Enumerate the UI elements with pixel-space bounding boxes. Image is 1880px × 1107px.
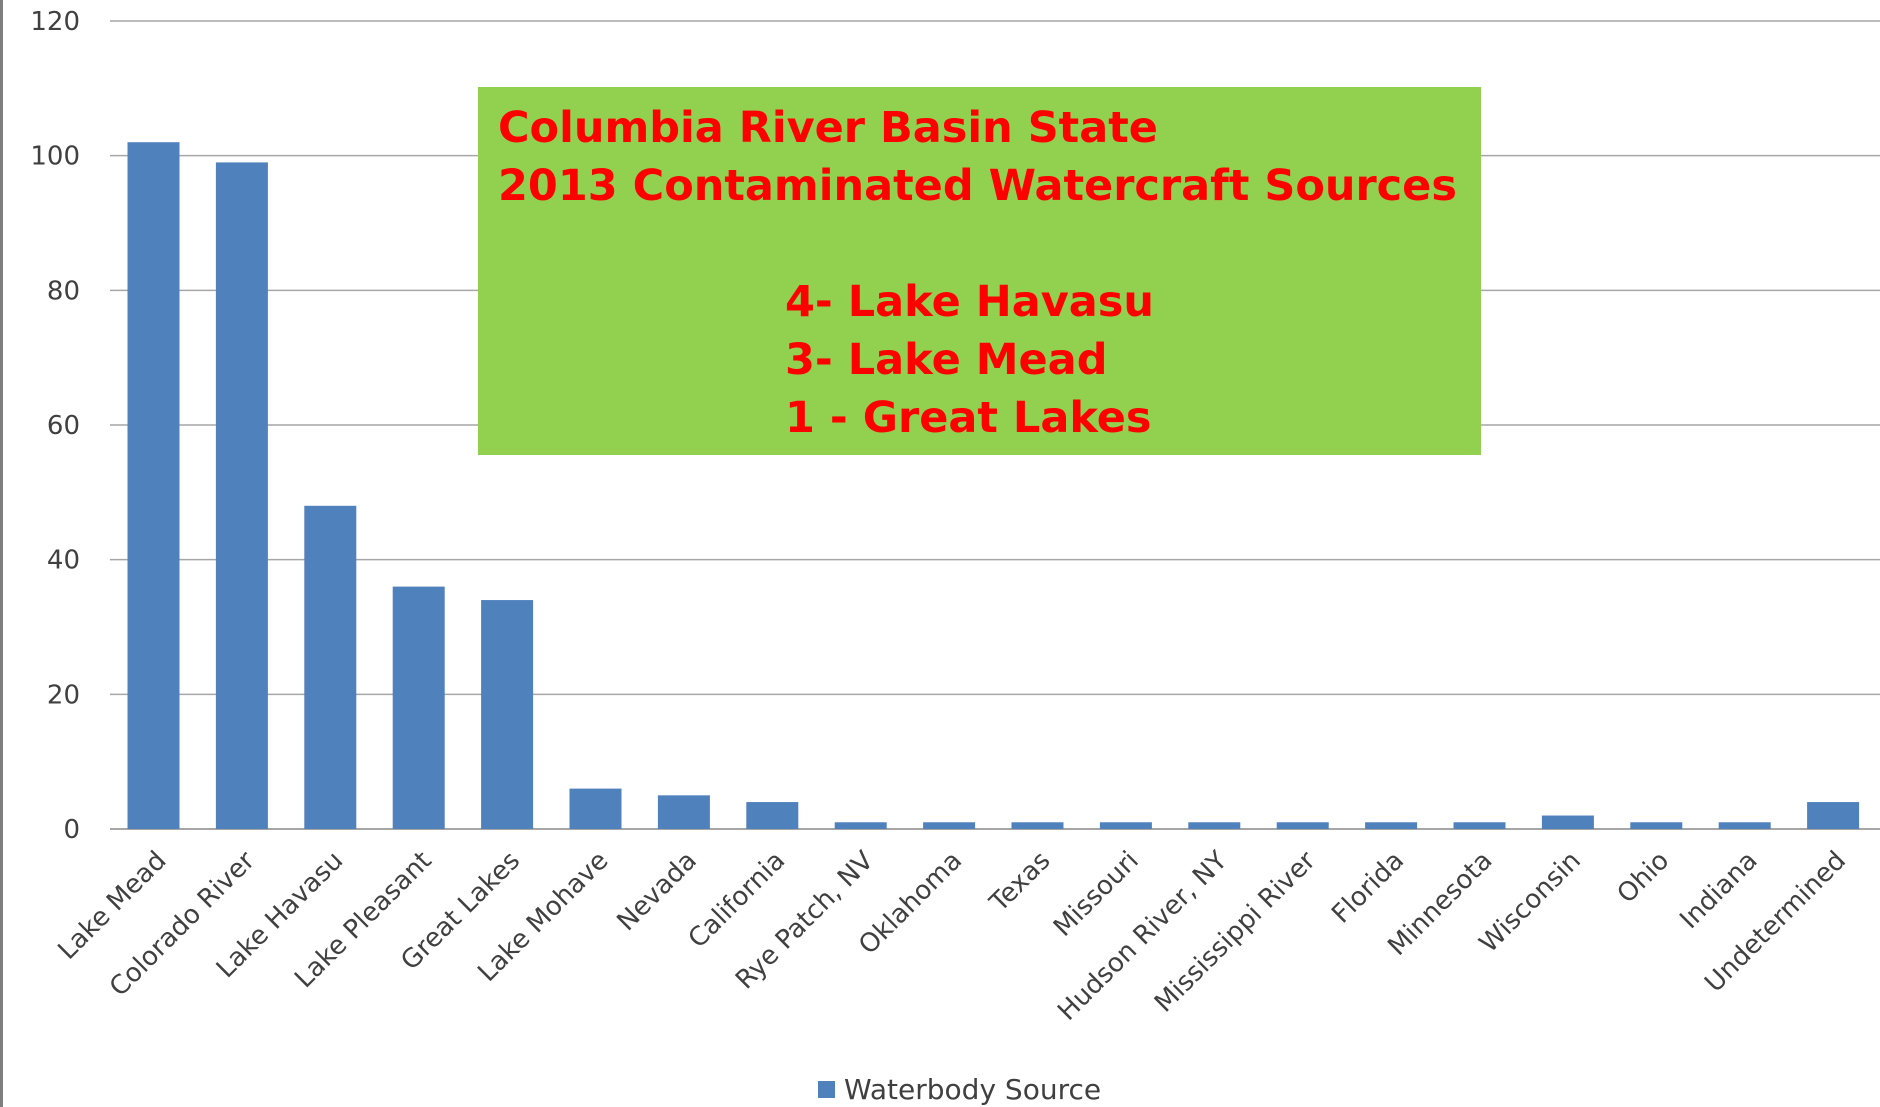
bar-lake-pleasant [392,586,445,829]
bar-california [746,802,799,829]
y-tick-label-20: 20 [47,680,80,710]
y-tick-label-80: 80 [47,276,80,306]
legend-label: Waterbody Source [844,1072,1102,1106]
callout-spacer [498,215,1481,273]
y-tick-label-0: 0 [63,815,80,845]
x-tick-label-indiana: Indiana [1674,846,1763,935]
bar-hudson-river-ny [1188,822,1241,829]
bar-oklahoma [923,822,976,829]
legend: Waterbody Source [818,1071,1101,1107]
x-tick-label-texas: Texas [984,846,1057,919]
callout-title-line-1: Columbia River Basin State [498,103,1158,153]
y-tick-label-100: 100 [30,142,80,172]
y-tick-label-120: 120 [30,7,80,37]
bar-minnesota [1453,822,1506,829]
y-tick-label-40: 40 [47,546,80,576]
x-tick-label-ohio: Ohio [1612,846,1676,910]
x-tick-label-nevada: Nevada [611,846,702,937]
bar-great-lakes [481,600,534,829]
legend-swatch [818,1080,835,1098]
bar-wisconsin [1541,815,1594,829]
x-tick-label-florida: Florida [1326,846,1410,930]
y-axis-tick-labels: 0 20 40 60 80 100 120 [30,7,80,845]
bar-colorado-river [215,162,268,829]
callout-title-line-2: 2013 Contaminated Watercraft Sources [498,161,1457,211]
bar-missouri [1099,822,1152,829]
bar-nevada [657,795,710,829]
bar-indiana [1718,822,1771,829]
bar-rye-patch-nv [834,822,887,829]
bar-lake-havasu [304,505,357,829]
callout-item-great-lakes: 1 - Great Lakes [785,393,1152,443]
x-tick-label-hudson-river-ny: Hudson River, NY [1052,846,1233,1027]
x-tick-label-mississippi-river: Mississippi River [1149,846,1322,1019]
bar-mississippi-river [1276,822,1329,829]
bar-florida [1365,822,1418,829]
bar-ohio [1630,822,1683,829]
slide-border [0,0,3,1107]
bar-lake-mohave [569,788,622,829]
bar-undetermined [1807,802,1860,829]
bar-texas [1011,822,1064,829]
y-tick-label-60: 60 [47,411,80,441]
callout-box: Columbia River Basin State 2013 Contamin… [478,87,1481,455]
bars [127,142,1860,829]
callout-item-lake-havasu: 4- Lake Havasu [785,277,1154,327]
callout-item-lake-mead: 3- Lake Mead [785,335,1108,385]
bar-lake-mead [127,142,180,829]
